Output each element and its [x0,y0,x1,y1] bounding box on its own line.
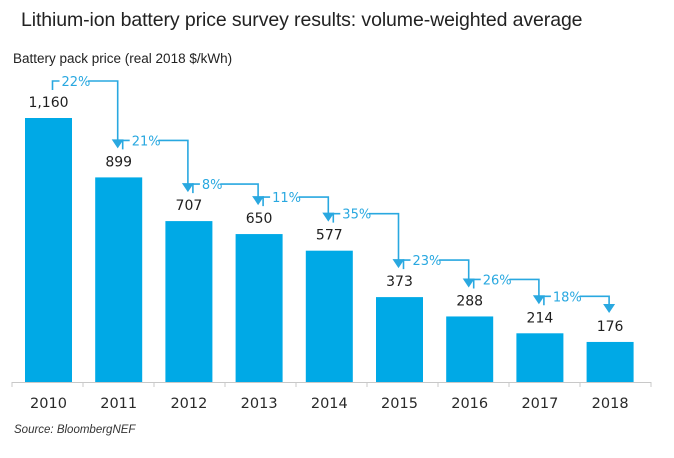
change-annotation-2015-2016: 23% [402,254,475,288]
change-annotation-2011-2012: 21% [121,134,194,193]
bracket-right [298,196,330,214]
arrow-down-icon [111,139,124,149]
x-tick-label-2015: 2015 [381,396,418,412]
bracket-right [88,80,119,141]
change-annotation-2013-2014: 11% [262,191,335,222]
value-label-2010: 1,160 [28,95,68,111]
change-annotation-2012-2013: 8% [192,178,265,206]
arrow-down-icon [462,278,475,288]
bar-2014 [305,250,353,382]
bar-2010 [25,118,72,382]
change-label: 8% [202,178,223,193]
bracket-right [158,139,189,185]
arrow-down-icon [392,259,405,269]
bar-2011 [95,177,143,382]
value-label-2013: 650 [246,211,273,227]
value-label-2018: 176 [597,319,624,335]
bar-2012 [165,221,213,382]
bracket-right [579,295,610,305]
bracket-left [121,139,130,150]
change-annotation-2016-2017: 26% [472,273,545,305]
change-label: 11% [272,191,301,206]
bar-2016 [446,316,494,382]
change-label: 22% [62,75,91,90]
change-annotation-2010-2011: 22% [51,75,124,149]
x-tick-label-2018: 2018 [592,396,629,412]
x-tick-label-2010: 2010 [30,396,67,412]
bracket-left [262,196,271,207]
x-tick-label-2016: 2016 [451,396,488,412]
bracket-left [543,295,551,306]
arrow-down-icon [603,303,616,313]
bar-2015 [376,297,423,382]
bars-group: 1,160 899 707 650 577 373 288 214 176 [25,95,634,382]
arrow-down-icon [252,196,265,206]
x-tick-label-2014: 2014 [311,396,348,412]
bracket-right [439,259,470,280]
bracket-left [192,183,200,194]
bracket-left [402,259,411,270]
value-label-2017: 214 [527,310,554,326]
change-label: 35% [342,208,371,223]
x-tick-label-2013: 2013 [241,396,278,412]
arrow-down-icon [532,295,545,305]
change-label: 26% [483,273,512,288]
change-label: 23% [413,254,442,269]
bar-2018 [586,341,634,382]
x-tick-label-2012: 2012 [170,396,207,412]
bracket-left [51,80,60,90]
bracket-left [472,278,481,289]
bar-2017 [516,333,564,382]
value-label-2016: 288 [456,293,483,309]
bracket-right [220,183,259,198]
bracket-right [509,278,540,297]
value-label-2012: 707 [176,198,203,214]
bracket-right [368,212,400,261]
value-label-2014: 577 [316,228,343,244]
x-tick-label-2017: 2017 [521,396,558,412]
y-axis-label: Battery pack price (real 2018 $/kWh) [13,51,233,66]
bracket-left [332,212,341,223]
value-label-2011: 899 [105,154,132,170]
change-annotation-2017-2018: 18% [543,290,616,313]
change-label: 21% [132,134,161,149]
annotations-group: 22% 21% 8% 11% 35% 23% 26% 18% [51,75,616,313]
source-note: Source: BloombergNEF [14,424,136,436]
change-annotation-2014-2015: 35% [332,208,405,269]
x-tick-label-2011: 2011 [100,396,137,412]
value-label-2015: 373 [386,274,413,290]
change-label: 18% [553,290,582,305]
arrow-down-icon [181,183,194,193]
chart-title: Lithium-ion battery price survey results… [21,9,583,31]
bar-2013 [235,234,283,382]
x-axis: 2010 2011 2012 2013 2014 2015 2016 2017 2018 [11,382,652,412]
arrow-down-icon [322,212,335,222]
